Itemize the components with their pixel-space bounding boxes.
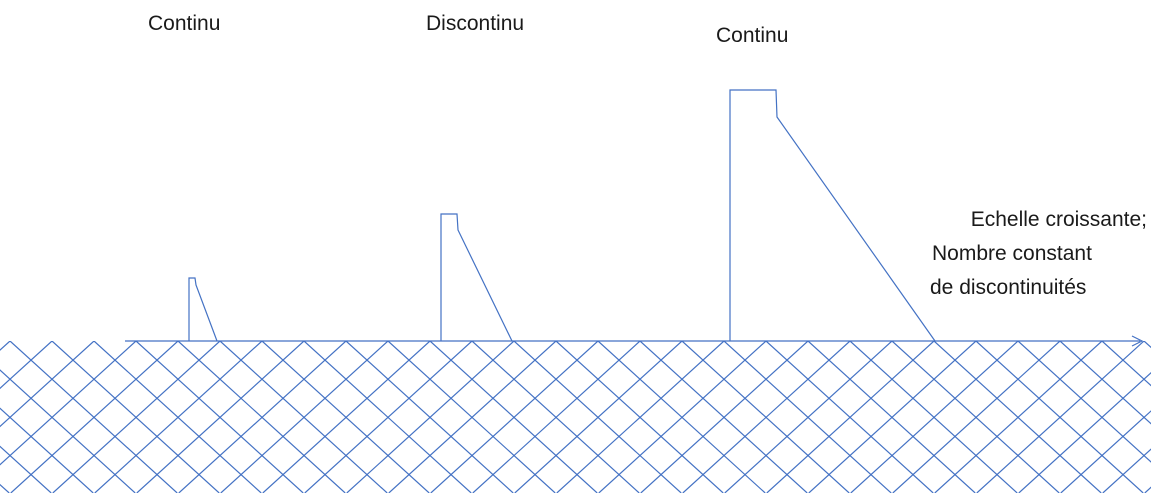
joint-line: [178, 341, 347, 493]
joint-line: [598, 341, 767, 493]
joint-line: [514, 341, 683, 493]
joint-line: [220, 341, 389, 493]
label-discontinu: Discontinu: [426, 12, 524, 35]
joint-line: [136, 341, 305, 493]
joint-line: [892, 341, 1061, 493]
annotation-line-2: Nombre constant: [932, 242, 1092, 265]
label-continu-right: Continu: [716, 24, 788, 47]
joint-line: [0, 341, 53, 390]
joint-line: [262, 341, 431, 493]
joint-line: [1102, 448, 1151, 493]
joint-line: [472, 341, 641, 493]
joint-line: [640, 341, 809, 493]
joint-line: [346, 341, 515, 493]
joint-line: [388, 341, 557, 493]
joint-line: [682, 341, 851, 493]
joint-line: [0, 483, 10, 493]
joint-line: [556, 341, 725, 493]
axis-arrowhead: [1131, 335, 1144, 347]
joint-set-ascending: [0, 341, 1151, 493]
joint-line: [0, 341, 95, 428]
joint-line: [808, 341, 977, 493]
joint-line: [52, 341, 221, 493]
joint-line: [0, 341, 137, 466]
joint-set-descending: [0, 341, 1151, 493]
label-continu-left: Continu: [148, 12, 220, 35]
joint-line: [1101, 341, 1151, 387]
joint-line: [0, 445, 52, 493]
joint-line: [1144, 486, 1151, 493]
joint-line: [0, 407, 94, 493]
joint-line: [766, 341, 935, 493]
joint-line: [1060, 410, 1151, 493]
joint-line: [934, 341, 1103, 493]
joint-line: [10, 341, 179, 493]
annotation-line-1: Echelle croissante;: [971, 208, 1147, 231]
dam-medium: [440, 213, 513, 342]
joint-line: [304, 341, 473, 493]
annotation-line-3: de discontinuités: [930, 276, 1086, 299]
joint-line: [724, 341, 893, 493]
joint-line: [94, 341, 263, 493]
joint-line: [976, 341, 1145, 493]
dam-small: [188, 277, 218, 342]
joint-line: [1059, 341, 1151, 425]
joint-line: [430, 341, 599, 493]
dam-large: [729, 89, 936, 342]
joint-line: [1018, 372, 1151, 493]
joint-line: [850, 341, 1019, 493]
joint-line: [0, 341, 11, 351]
